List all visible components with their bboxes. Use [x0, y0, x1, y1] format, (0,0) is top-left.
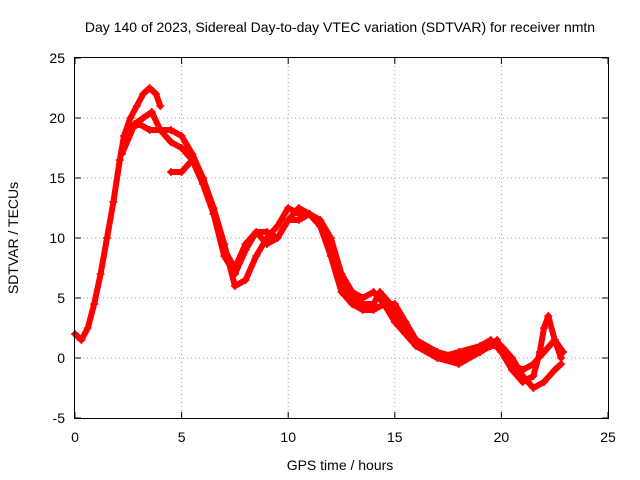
data-point	[386, 300, 395, 308]
data-point	[252, 228, 261, 236]
data-point	[126, 114, 135, 122]
data-point	[83, 324, 92, 332]
x-tick-label: 25	[600, 429, 616, 445]
data-point	[337, 288, 346, 296]
data-point	[476, 348, 485, 356]
x-tick-label: 10	[280, 429, 296, 445]
data-point	[102, 234, 111, 242]
data-point	[497, 348, 506, 356]
data-point	[152, 90, 161, 98]
data-point	[177, 144, 186, 152]
y-tick-label: -5	[53, 410, 66, 426]
data-series	[71, 84, 568, 392]
x-tick-label: 5	[178, 429, 186, 445]
data-point	[145, 126, 154, 134]
data-point	[518, 366, 527, 374]
data-point	[262, 240, 271, 248]
data-point	[241, 276, 250, 284]
data-point	[166, 168, 175, 176]
data-point	[209, 210, 218, 218]
data-point	[241, 246, 250, 254]
y-tick-label: 5	[57, 290, 65, 306]
data-point	[147, 108, 156, 116]
y-axis-label: SDTVAR / TECUs	[5, 182, 21, 294]
data-point	[401, 324, 410, 332]
data-point	[390, 318, 399, 326]
x-tick-label: 0	[71, 429, 79, 445]
data-point	[454, 348, 463, 356]
data-point	[117, 150, 126, 158]
x-tick-label: 20	[494, 429, 510, 445]
data-point	[557, 354, 566, 362]
y-tick-label: 10	[49, 230, 65, 246]
data-point	[145, 84, 154, 92]
data-point	[139, 114, 148, 122]
data-point	[535, 348, 544, 356]
data-point	[540, 324, 549, 332]
data-point	[273, 234, 282, 242]
data-point	[294, 216, 303, 224]
x-tick-label: 15	[387, 429, 403, 445]
data-point	[188, 156, 197, 164]
data-point	[529, 372, 538, 380]
data-point	[177, 168, 186, 176]
data-point	[550, 366, 559, 374]
data-point	[550, 336, 559, 344]
data-point	[220, 252, 229, 260]
y-tick-label: 20	[49, 110, 65, 126]
plot-frame	[74, 57, 609, 419]
data-point	[326, 240, 335, 248]
data-point	[540, 378, 549, 386]
x-axis-label: GPS time / hours	[287, 457, 394, 473]
data-point	[132, 102, 141, 110]
data-point	[375, 288, 384, 296]
data-point	[109, 198, 118, 206]
data-point	[294, 204, 303, 212]
series-trace-c	[118, 109, 567, 373]
data-point	[369, 300, 378, 308]
data-point	[115, 156, 124, 164]
data-point	[90, 300, 99, 308]
data-point	[252, 252, 261, 260]
data-point	[508, 366, 517, 374]
data-point	[198, 174, 207, 182]
data-point	[156, 126, 165, 134]
y-tick-label: 15	[49, 170, 65, 186]
data-point	[348, 294, 357, 302]
data-point	[518, 378, 527, 386]
data-point	[166, 138, 175, 146]
data-point	[262, 228, 271, 236]
data-point	[230, 270, 239, 278]
data-point	[77, 336, 86, 344]
data-point	[529, 384, 538, 392]
data-point	[230, 282, 239, 290]
data-point	[177, 132, 186, 140]
data-point	[544, 312, 553, 320]
data-point	[284, 204, 293, 212]
data-point	[273, 222, 282, 230]
data-point	[156, 102, 165, 110]
grid-lines	[75, 58, 608, 418]
data-point	[433, 354, 442, 362]
y-tick-label: 25	[49, 50, 65, 66]
y-tick-label: 0	[57, 350, 65, 366]
chart-title: Day 140 of 2023, Sidereal Day-to-day VTE…	[85, 19, 595, 35]
data-point	[358, 300, 367, 308]
data-point	[139, 90, 148, 98]
data-point	[96, 270, 105, 278]
data-point	[166, 126, 175, 134]
axis-ticks: 0 5 10 15 20 25 -5 0 5 10 15 20 25	[49, 50, 616, 445]
data-point	[454, 360, 463, 368]
data-point	[130, 120, 139, 128]
data-point	[493, 336, 502, 344]
data-point	[305, 210, 314, 218]
data-point	[284, 216, 293, 224]
data-point	[412, 342, 421, 350]
data-point	[316, 222, 325, 230]
data-point	[337, 276, 346, 284]
